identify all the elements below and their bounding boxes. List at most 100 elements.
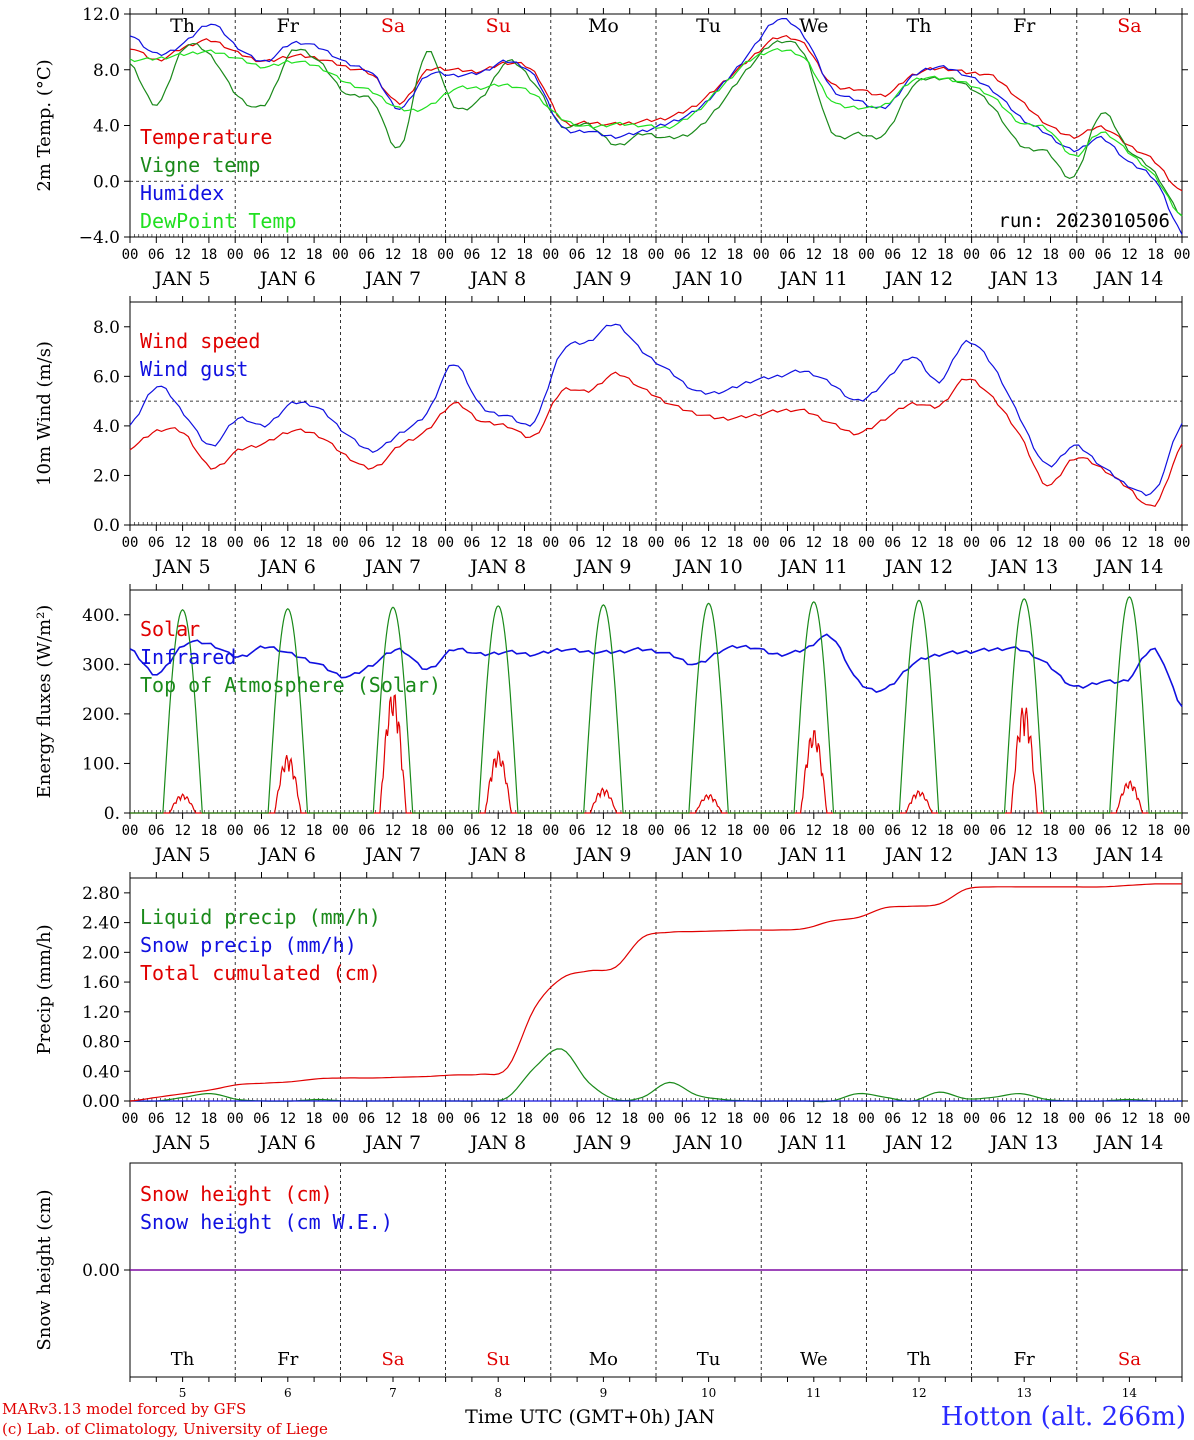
- x-date-label: JAN 6: [258, 1132, 316, 1154]
- x-hour-label: 12: [911, 535, 928, 551]
- x-hour-label: 12: [385, 535, 402, 551]
- day-of-week-label: Mo: [589, 1349, 618, 1370]
- x-hour-label: 12: [279, 1111, 296, 1127]
- y-tick-label: 0.00: [82, 1261, 120, 1281]
- legend-entry: Liquid precip (mm/h): [140, 905, 381, 929]
- legend-entry: Temperature: [140, 125, 272, 149]
- x-hour-label: 06: [358, 823, 375, 839]
- x-hour-label: 00: [648, 823, 665, 839]
- x-hour-label: 00: [332, 1111, 349, 1127]
- x-hour-label: 12: [490, 247, 507, 263]
- day-of-week-label: Sa: [381, 15, 405, 37]
- day-of-week-label: We: [799, 15, 828, 37]
- x-hour-label: 06: [463, 823, 480, 839]
- legend-entry: Top of Atmosphere (Solar): [140, 673, 441, 697]
- x-hour-label: 00: [1068, 823, 1085, 839]
- y-tick-label: 2.00: [82, 943, 120, 963]
- legend-entry: Wind gust: [140, 357, 248, 381]
- x-hour-label: 00: [122, 535, 139, 551]
- plot-frame-temp: [129, 13, 1183, 238]
- x-hour-label: 18: [937, 247, 954, 263]
- series-line-temp-2: [129, 18, 1183, 235]
- x-hour-label: 06: [253, 535, 270, 551]
- x-hour-label: 12: [490, 1111, 507, 1127]
- x-date-label: JAN 11: [778, 268, 848, 290]
- x-hour-label: 00: [648, 535, 665, 551]
- x-hour-label: 06: [674, 535, 691, 551]
- x-hour-label: 18: [306, 823, 323, 839]
- x-hour-label: 18: [411, 247, 428, 263]
- x-hour-label: 18: [1042, 535, 1059, 551]
- x-date-label: JAN 10: [673, 1132, 743, 1154]
- x-hour-label: 12: [385, 247, 402, 263]
- y-tick-label: 400.: [82, 606, 120, 626]
- y-axis-label-precip: Precip (mm/h): [34, 924, 55, 1054]
- x-date-label: JAN 14: [1093, 844, 1163, 866]
- x-hour-label: 12: [700, 1111, 717, 1127]
- x-hour-label: 06: [463, 247, 480, 263]
- x-date-label: JAN 6: [258, 844, 316, 866]
- x-date-label: JAN 14: [1093, 268, 1163, 290]
- x-date-label: JAN 6: [258, 268, 316, 290]
- day-of-week-label: We: [800, 1349, 828, 1370]
- x-hour-label: 12: [490, 535, 507, 551]
- x-hour-label: 06: [253, 1111, 270, 1127]
- y-tick-label: 0.: [104, 804, 120, 824]
- day-of-week-label: Tu: [697, 1349, 721, 1370]
- y-tick-label: 100.: [82, 754, 120, 774]
- x-hour-label: 00: [1068, 247, 1085, 263]
- x-hour-label: 12: [174, 247, 191, 263]
- x-date-label: JAN 13: [988, 268, 1058, 290]
- day-of-week-label: Sa: [1117, 15, 1141, 37]
- x-hour-label: 06: [989, 1111, 1006, 1127]
- x-hour-label: 18: [832, 823, 849, 839]
- x-date-label: JAN 5: [153, 556, 211, 578]
- x-hour-label: 00: [122, 823, 139, 839]
- x-hour-label: 06: [1095, 247, 1112, 263]
- legend-entry: Total cumulated (cm): [140, 961, 381, 985]
- day-number-label: 8: [494, 1386, 502, 1400]
- x-hour-label: 18: [621, 1111, 638, 1127]
- x-hour-label: 00: [858, 823, 875, 839]
- x-hour-label: 12: [490, 823, 507, 839]
- x-date-label: JAN 13: [988, 1132, 1058, 1154]
- x-hour-label: 00: [332, 535, 349, 551]
- x-hour-label: 18: [1042, 823, 1059, 839]
- x-date-label: JAN 5: [153, 844, 211, 866]
- x-hour-label: 18: [306, 535, 323, 551]
- x-hour-label: 18: [516, 247, 533, 263]
- x-hour-label: 12: [911, 1111, 928, 1127]
- x-hour-label: 18: [306, 247, 323, 263]
- x-hour-label: 18: [516, 1111, 533, 1127]
- day-of-week-label: Th: [171, 1349, 195, 1370]
- x-hour-label: 00: [122, 1111, 139, 1127]
- x-hour-label: 00: [542, 247, 559, 263]
- day-of-week-label: Su: [486, 15, 511, 37]
- x-hour-label: 00: [1068, 535, 1085, 551]
- series-line-wind-1: [129, 323, 1183, 497]
- x-date-label: JAN 9: [573, 844, 631, 866]
- x-hour-label: 06: [779, 1111, 796, 1127]
- y-tick-label: 12.0: [82, 5, 120, 25]
- y-tick-label: 2.0: [93, 466, 120, 486]
- x-date-label: JAN 7: [363, 556, 421, 578]
- x-hour-label: 12: [1016, 247, 1033, 263]
- x-hour-label: 00: [437, 1111, 454, 1127]
- x-hour-label: 06: [1095, 823, 1112, 839]
- x-hour-label: 06: [884, 535, 901, 551]
- y-tick-label: 0.0: [93, 516, 120, 536]
- x-hour-label: 18: [621, 535, 638, 551]
- day-of-week-label: Su: [486, 1349, 510, 1370]
- station-label: Hotton (alt. 266m): [940, 1402, 1186, 1432]
- legend-entry: Snow height (cm): [140, 1182, 333, 1206]
- legend-entry: DewPoint Temp: [140, 209, 297, 233]
- x-hour-label: 00: [858, 1111, 875, 1127]
- day-number-label: 5: [179, 1386, 187, 1400]
- x-hour-label: 18: [200, 247, 217, 263]
- x-date-label: JAN 8: [468, 268, 526, 290]
- day-of-week-label: Fr: [1013, 15, 1036, 37]
- y-axis-label-temp: 2m Temp. (°C): [34, 59, 55, 191]
- x-hour-label: 00: [963, 1111, 980, 1127]
- x-hour-label: 00: [122, 247, 139, 263]
